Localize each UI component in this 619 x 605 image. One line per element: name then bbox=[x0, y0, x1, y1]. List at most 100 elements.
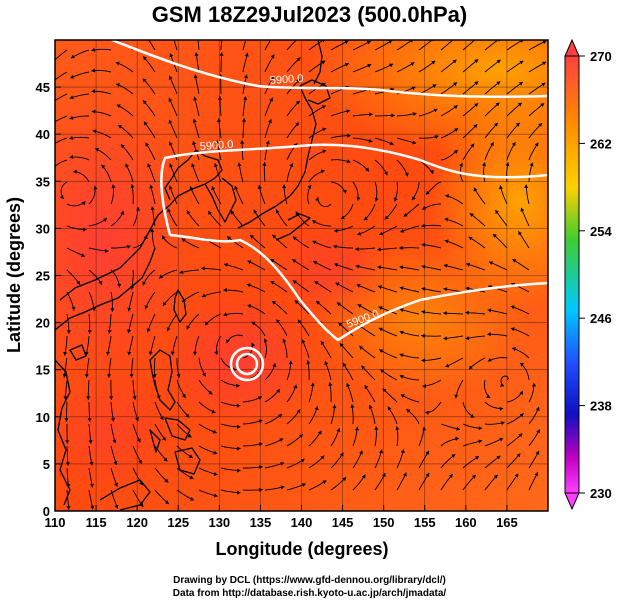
streamline-arrowhead bbox=[126, 245, 131, 249]
contour-north bbox=[111, 40, 548, 98]
streamline-arrowhead bbox=[470, 414, 475, 418]
colorbar-tick-label: 230 bbox=[590, 486, 612, 501]
colorbar-top-arrow bbox=[564, 38, 580, 57]
streamline-arrowhead bbox=[219, 52, 224, 56]
streamline-arrowhead bbox=[510, 305, 515, 310]
streamline-arrowhead bbox=[294, 300, 299, 305]
streamline-arrowhead bbox=[412, 112, 417, 116]
streamline-arrowhead bbox=[320, 455, 325, 460]
streamline-arrowhead bbox=[169, 163, 173, 168]
streamline-arrowhead bbox=[91, 109, 96, 114]
streamline-arrowhead bbox=[410, 62, 415, 66]
x-tick-label: 145 bbox=[332, 515, 354, 530]
streamline-arrowhead bbox=[192, 351, 197, 356]
streamline-arrowhead bbox=[292, 259, 297, 263]
colorbar-tick-label: 262 bbox=[590, 136, 612, 151]
streamline-arrowhead bbox=[403, 472, 407, 477]
streamline-arrowhead bbox=[223, 287, 227, 292]
streamline-arrowhead bbox=[339, 343, 344, 348]
colorbar-tick-label: 270 bbox=[590, 49, 612, 64]
streamline-arrowhead bbox=[536, 429, 540, 434]
streamline-arrowhead bbox=[429, 169, 434, 174]
streamline-arrowhead bbox=[356, 284, 361, 288]
streamline-arrowhead bbox=[470, 143, 475, 148]
streamline-arrowhead bbox=[59, 195, 64, 199]
streamline-arrowhead bbox=[297, 36, 301, 40]
streamline-arrowhead bbox=[292, 280, 297, 285]
streamline-arrowhead bbox=[136, 207, 141, 211]
streamline-arrowhead bbox=[359, 450, 363, 455]
streamline-arrowhead bbox=[388, 40, 393, 44]
y-tick-label: 35 bbox=[36, 174, 50, 189]
streamline-arrowhead bbox=[192, 118, 197, 123]
streamline-arrowhead bbox=[334, 228, 338, 233]
streamline-arrowhead bbox=[443, 287, 448, 292]
streamline-arrowhead bbox=[142, 78, 147, 83]
streamline-arrowhead bbox=[139, 503, 144, 507]
streamline-arrowhead bbox=[109, 396, 114, 400]
x-tick-label: 110 bbox=[45, 515, 66, 530]
streamline-arrowhead bbox=[169, 53, 174, 58]
streamline-arrowhead bbox=[145, 142, 150, 147]
streamline-arrowhead bbox=[317, 430, 322, 435]
streamline-arrowhead bbox=[194, 52, 199, 57]
streamline-arrowhead bbox=[346, 159, 351, 163]
coastline-luzon bbox=[149, 349, 176, 411]
streamline-arrowhead bbox=[412, 140, 417, 145]
streamline-arrowhead bbox=[493, 234, 497, 238]
streamline-arrowhead bbox=[297, 319, 302, 324]
streamline-arrowhead bbox=[422, 206, 427, 210]
streamline-arrowhead bbox=[473, 187, 478, 192]
streamline-arrowhead bbox=[399, 330, 404, 335]
streamline bbox=[55, 93, 68, 102]
hot-region-typhoon bbox=[160, 290, 320, 430]
streamline-arrowhead bbox=[542, 40, 547, 44]
streamline-arrowhead bbox=[542, 61, 546, 66]
streamline-arrowhead bbox=[394, 197, 398, 202]
streamline-arrowhead bbox=[143, 56, 147, 61]
streamline-arrowhead bbox=[469, 365, 473, 370]
coastline-china-south bbox=[55, 247, 156, 331]
contour-coast bbox=[160, 143, 548, 236]
streamline-arrowhead bbox=[150, 228, 155, 233]
streamline-arrowhead bbox=[454, 394, 459, 399]
streamline-arrowhead bbox=[120, 144, 125, 149]
streamline-arrowhead bbox=[310, 382, 315, 387]
streamline-arrowhead bbox=[400, 228, 405, 233]
streamline-arrowhead bbox=[355, 247, 359, 252]
streamline-arrowhead bbox=[400, 394, 405, 398]
streamline-arrowhead bbox=[262, 162, 267, 166]
streamline bbox=[55, 71, 68, 81]
streamline-arrowhead bbox=[187, 433, 192, 438]
streamline-arrowhead bbox=[298, 434, 303, 438]
streamline-arrowhead bbox=[534, 142, 539, 147]
streamline-arrowhead bbox=[384, 171, 388, 176]
streamline-arrowhead bbox=[328, 382, 333, 386]
streamline-arrowhead bbox=[384, 215, 389, 220]
streamline-arrowhead bbox=[359, 346, 364, 350]
streamline-arrowhead bbox=[300, 458, 305, 463]
streamline-arrowhead bbox=[496, 455, 501, 460]
streamline-arrowhead bbox=[320, 341, 325, 345]
streamline-arrowhead bbox=[293, 236, 297, 241]
streamline-arrowhead bbox=[91, 68, 96, 73]
streamline-arrowhead bbox=[452, 59, 457, 64]
colorbar-ticks: 270 262 254 246 238 230 bbox=[579, 49, 612, 501]
streamline-arrowhead bbox=[215, 140, 220, 145]
height-contours-5900 bbox=[111, 40, 548, 342]
streamline-arrowhead bbox=[208, 390, 213, 395]
streamline-arrowhead bbox=[270, 281, 275, 285]
colorbar-tick-label: 238 bbox=[590, 399, 612, 414]
streamline-arrowhead bbox=[377, 265, 382, 270]
streamline bbox=[55, 49, 68, 61]
streamline-arrowhead bbox=[433, 108, 438, 113]
streamline-arrowhead bbox=[132, 395, 137, 400]
streamline-arrowhead bbox=[443, 263, 448, 268]
streamline-arrowhead bbox=[342, 189, 347, 194]
streamline-arrowhead bbox=[81, 201, 86, 206]
streamline-arrowhead bbox=[65, 462, 70, 466]
x-tick-label: 125 bbox=[167, 515, 189, 530]
streamline-arrowhead bbox=[500, 383, 504, 387]
streamline-arrowhead bbox=[313, 261, 318, 265]
streamline-arrowhead bbox=[475, 456, 479, 460]
